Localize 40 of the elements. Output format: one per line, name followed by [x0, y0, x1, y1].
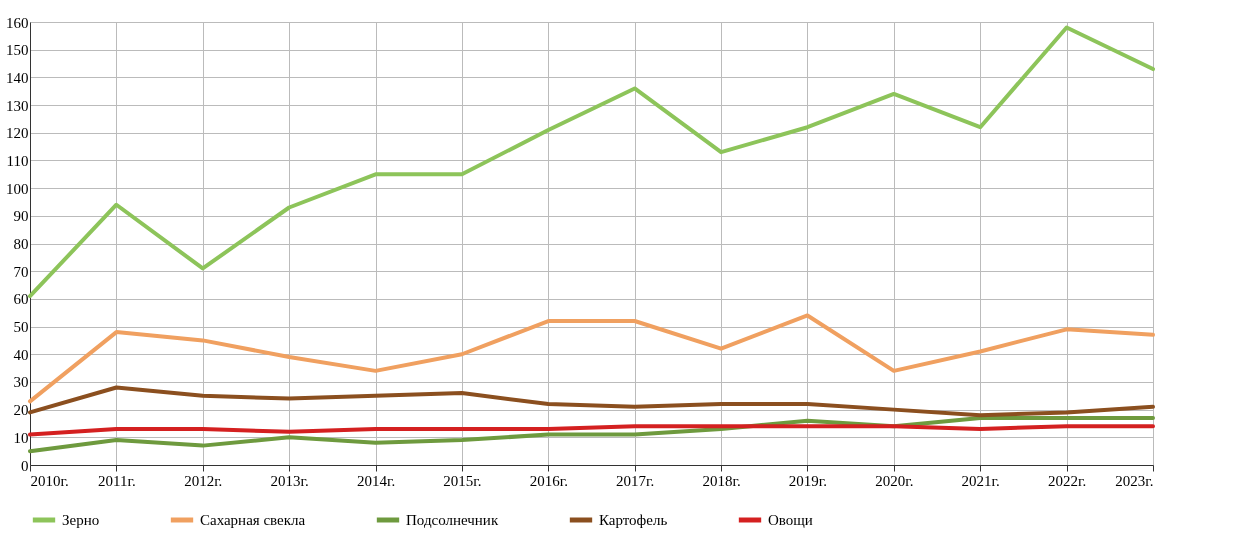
x-tick-label: 2011г. — [98, 472, 136, 489]
x-tick-label: 2022г. — [1048, 472, 1087, 489]
x-tick-label: 2015г. — [443, 472, 482, 489]
x-tick-label: 2014г. — [356, 472, 396, 489]
y-tick-label: 110 — [6, 152, 29, 169]
y-tick-label: 30 — [13, 374, 29, 391]
x-tick-label: 2017г. — [616, 472, 655, 489]
y-tick-label: 150 — [6, 42, 29, 59]
y-tick-label: 100 — [6, 180, 29, 197]
x-tick-label: 2013г. — [270, 472, 309, 489]
y-tick-label: 160 — [6, 14, 29, 31]
x-tick-label: 2020г. — [875, 472, 914, 489]
x-tick-label: 2019г. — [788, 472, 828, 489]
y-tick-label: 40 — [13, 346, 29, 363]
x-tick-label: 2012г. — [184, 472, 223, 489]
legend-label: Зерно — [62, 512, 100, 528]
y-tick-label: 0 — [21, 457, 29, 474]
y-tick-label: 10 — [13, 429, 29, 446]
legend-label: Картофель — [599, 512, 668, 528]
legend-label: Овощи — [768, 512, 813, 528]
y-tick-label: 70 — [13, 263, 29, 280]
line-series — [28, 313, 1155, 404]
y-tick-label: 130 — [6, 97, 29, 114]
x-tick-label: 2018г. — [702, 472, 741, 489]
y-tick-label: 50 — [13, 319, 29, 336]
legend-label: Сахарная свекла — [200, 512, 306, 528]
y-tick-label: 120 — [6, 125, 29, 142]
y-tick-label: 90 — [13, 208, 29, 225]
line-series — [28, 385, 1155, 418]
legend-label: Подсолнечник — [406, 512, 499, 528]
y-tick-label: 20 — [13, 402, 29, 419]
y-tick-label: 60 — [13, 291, 29, 308]
line-series — [28, 424, 1155, 437]
x-tick-label: 2016г. — [529, 472, 568, 489]
y-tick-label: 80 — [13, 236, 29, 252]
y-tick-label: 140 — [6, 69, 29, 86]
x-tick-label: 2023г. — [1115, 472, 1154, 489]
line-series — [28, 415, 1155, 454]
x-tick-label: 2021г. — [961, 472, 1000, 489]
x-tick-label: 2010г. — [30, 472, 69, 489]
